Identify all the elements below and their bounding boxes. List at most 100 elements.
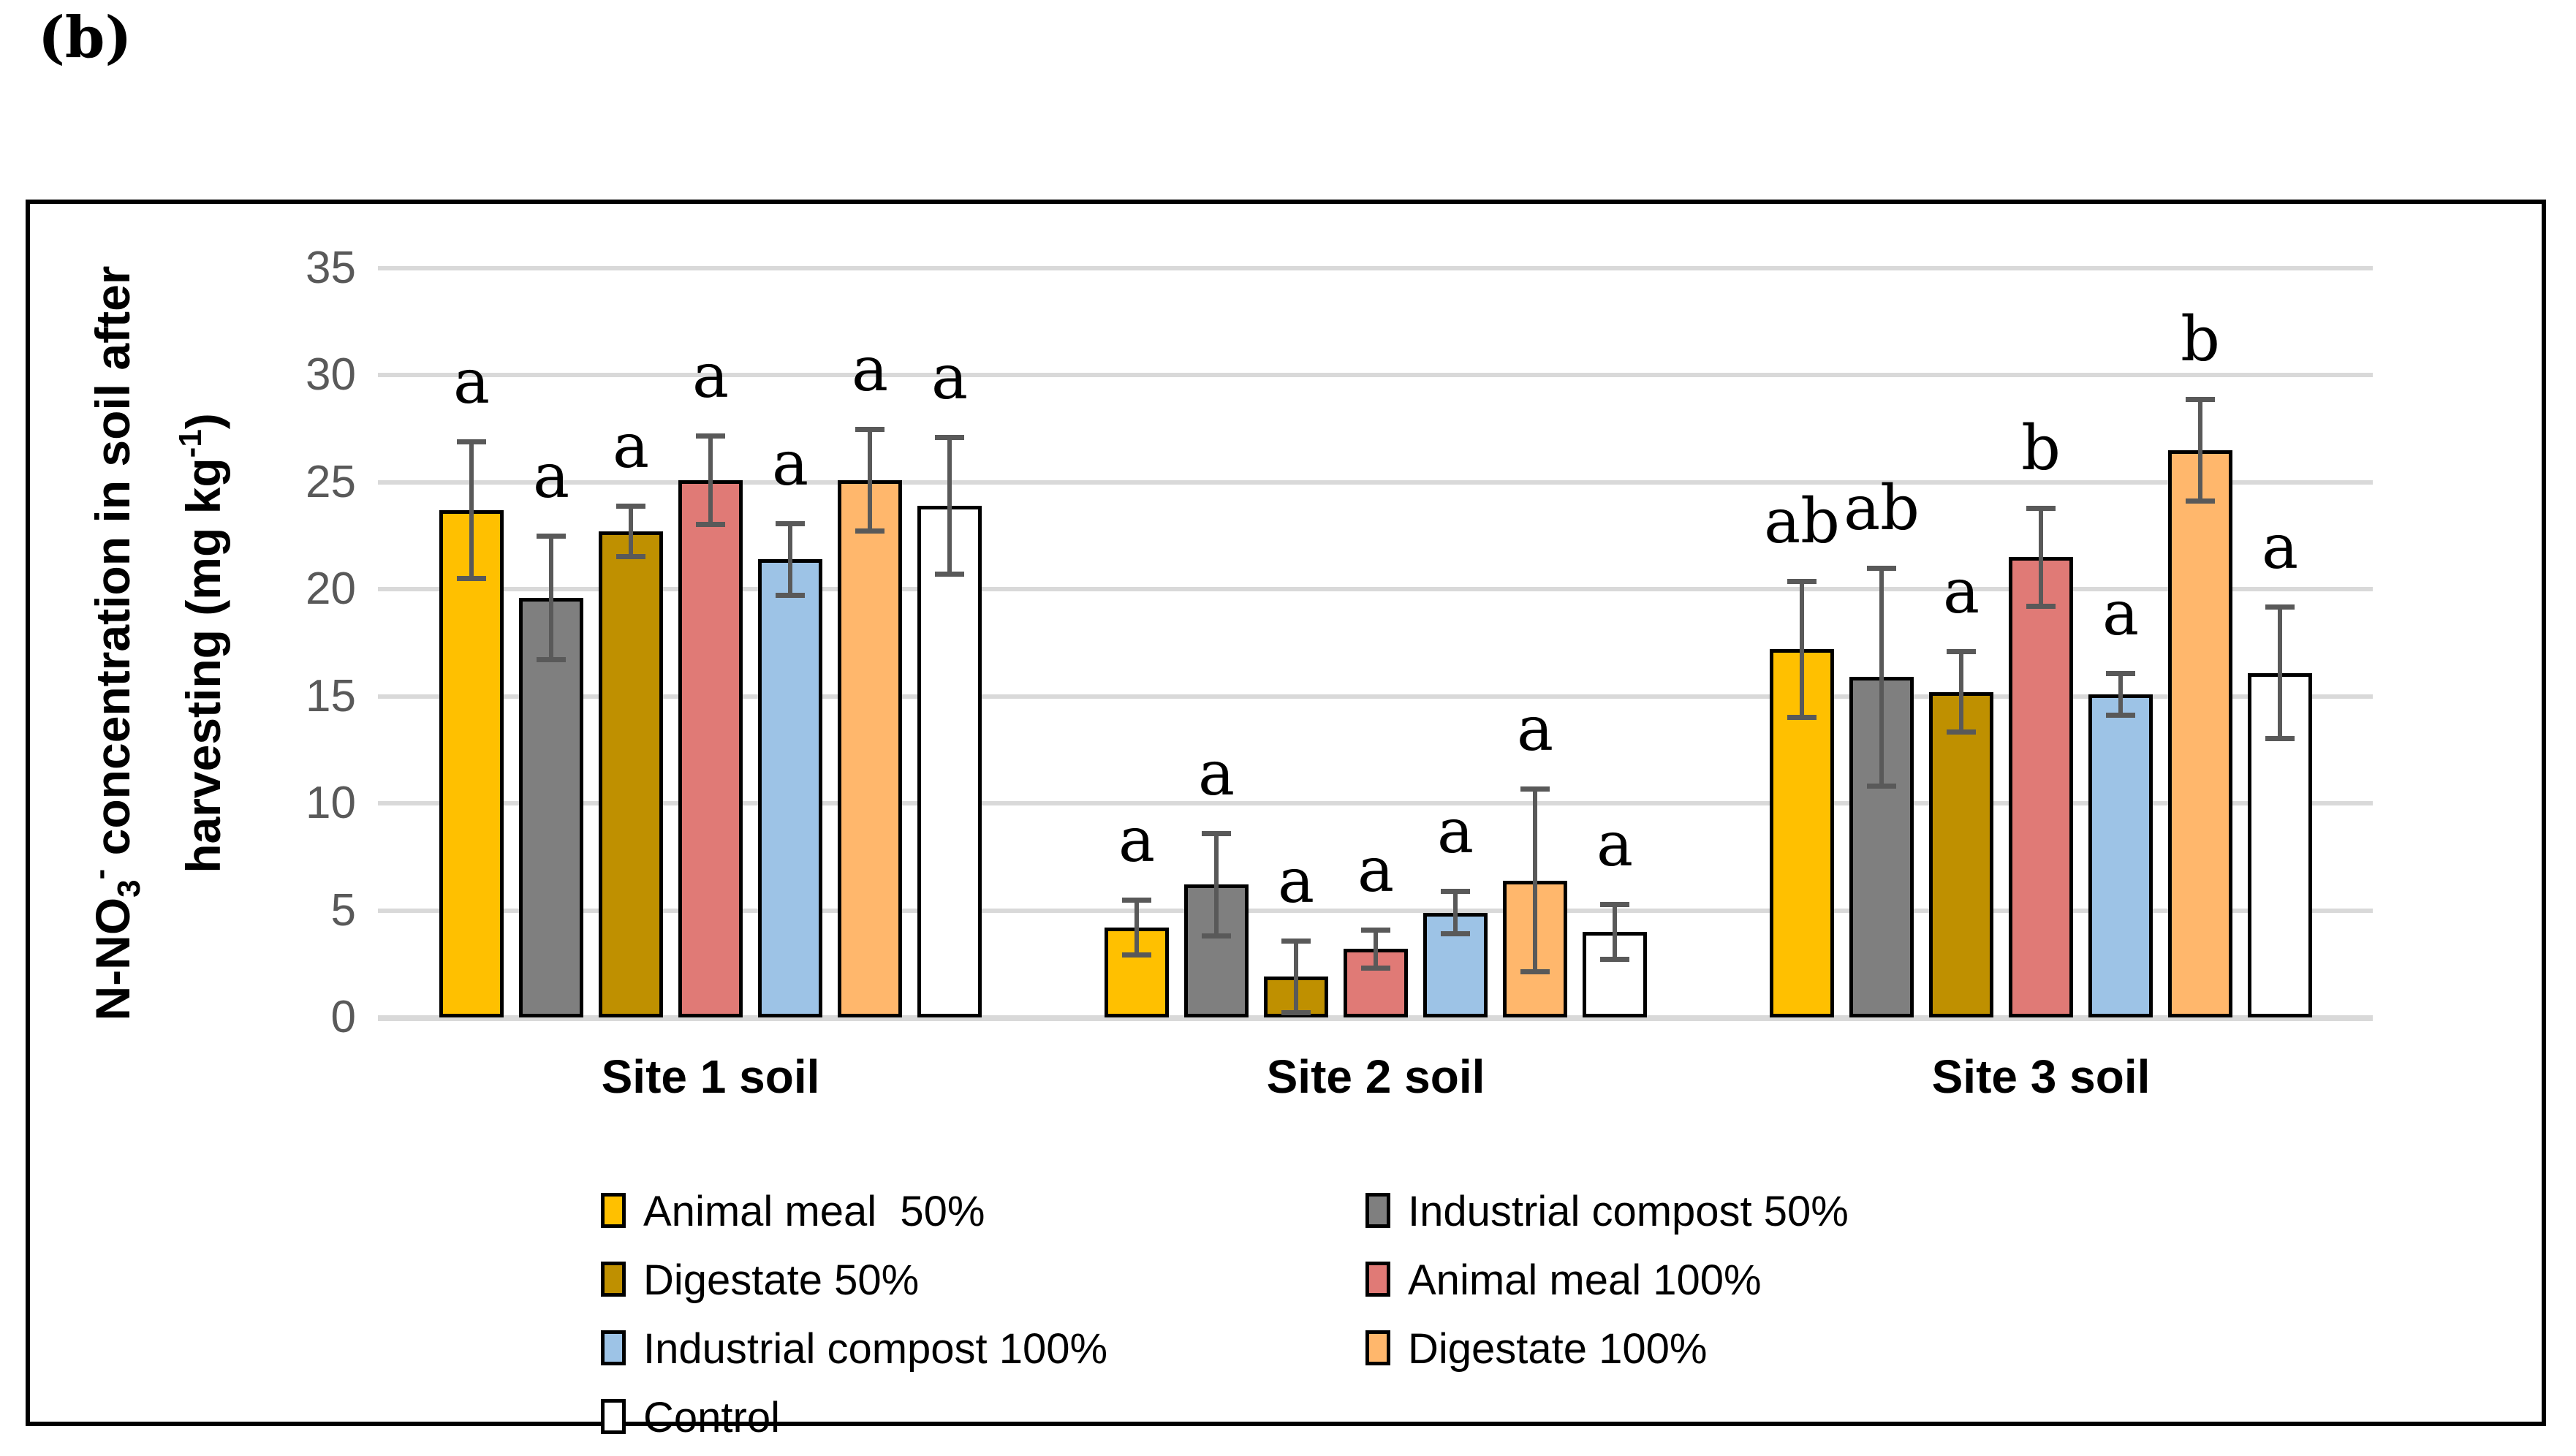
legend-label-digestate-50: Digestate 50%: [643, 1256, 920, 1304]
legend-item-digestate-100: Digestate 100%: [1365, 1327, 2096, 1371]
significance-letter-site1-digestate-50: a: [612, 410, 650, 482]
legend-swatch-industrial-compost-50: [1365, 1193, 1390, 1228]
error-cap-bottom: [1361, 965, 1390, 971]
error-cap-top: [2026, 506, 2056, 512]
bar-site3-digestate-100: [2168, 450, 2232, 1017]
legend-swatch-digestate-100: [1365, 1330, 1390, 1365]
chart-outer-border: N-NO3- concentration in soil after harve…: [26, 200, 2546, 1440]
error-bar-site3-digestate-50: [1959, 649, 1963, 735]
legend-label-animal-meal-100: Animal meal 100%: [1408, 1256, 1762, 1304]
x-axis-line: [378, 1015, 2373, 1021]
error-bar-site2-control: [1613, 901, 1617, 962]
significance-letter-site2-control: a: [1596, 808, 1634, 880]
error-bar-site2-digestate-50: [1294, 938, 1298, 1016]
legend-swatch-industrial-compost-100: [601, 1330, 626, 1365]
bar-site3-digestate-50: [1929, 691, 1993, 1017]
gridline-y10: [378, 801, 2373, 806]
error-bar-site3-digestate-100: [2198, 396, 2202, 504]
error-bar-site3-industrial-compost-100: [2118, 670, 2123, 718]
error-cap-bottom: [855, 528, 884, 534]
significance-letter-site2-animal-meal-100: a: [1357, 834, 1395, 906]
bar-site1-animal-meal-50: [439, 509, 504, 1017]
gridline-y5: [378, 908, 2373, 913]
legend-label-digestate-100: Digestate 100%: [1408, 1325, 1708, 1373]
significance-letter-site1-animal-meal-50: a: [452, 346, 490, 418]
significance-letter-site1-industrial-compost-50: a: [532, 440, 570, 512]
legend-swatch-animal-meal-50: [601, 1193, 626, 1228]
y-axis-title-line2: harvesting (mg kg-1): [173, 413, 230, 873]
error-cap-bottom: [696, 522, 725, 528]
y-tick-30: 30: [306, 349, 356, 401]
error-cap-top: [2265, 604, 2295, 610]
significance-letter-site2-digestate-50: a: [1277, 844, 1315, 917]
significance-letter-site3-control: a: [2261, 510, 2299, 583]
y-tick-20: 20: [306, 564, 356, 615]
error-cap-bottom: [776, 593, 805, 598]
gridline-y25: [378, 479, 2373, 485]
legend-label-industrial-compost-100: Industrial compost 100%: [643, 1325, 1108, 1373]
legend-label-industrial-compost-50: Industrial compost 50%: [1408, 1188, 1849, 1235]
error-cap-top: [1867, 566, 1896, 572]
error-cap-bottom: [1520, 969, 1550, 975]
significance-letter-site2-digestate-100: a: [1516, 692, 1554, 765]
error-bar-site2-digestate-100: [1533, 786, 1537, 975]
error-cap-bottom: [1122, 952, 1151, 958]
significance-letter-site3-animal-meal-50: ab: [1764, 485, 1840, 557]
error-bar-site2-industrial-compost-50: [1214, 831, 1219, 939]
significance-letter-site2-industrial-compost-50: a: [1197, 738, 1235, 810]
error-cap-top: [457, 439, 486, 445]
legend-item-digestate-50: Digestate 50%: [601, 1259, 1332, 1303]
error-cap-bottom: [1947, 729, 1976, 735]
error-bar-site1-animal-meal-100: [708, 433, 713, 528]
error-cap-top: [2186, 396, 2215, 402]
error-cap-bottom: [2026, 603, 2056, 609]
error-bar-site3-animal-meal-50: [1800, 578, 1804, 720]
legend-swatch-animal-meal-100: [1365, 1262, 1390, 1297]
error-cap-bottom: [1600, 956, 1629, 962]
error-cap-top: [1281, 938, 1311, 944]
error-bar-site2-animal-meal-100: [1374, 928, 1378, 971]
significance-letter-site1-control: a: [931, 341, 969, 414]
error-cap-top: [1361, 928, 1390, 933]
error-cap-top: [935, 435, 964, 441]
legend-swatch-digestate-50: [601, 1262, 626, 1297]
legend-swatch-control: [601, 1399, 626, 1434]
bar-site3-industrial-compost-100: [2088, 694, 2153, 1017]
error-cap-top: [1787, 578, 1817, 584]
error-bar-site1-animal-meal-50: [469, 439, 474, 581]
error-bar-site2-animal-meal-50: [1134, 898, 1139, 958]
x-category-label-site-2-soil: Site 2 soil: [1266, 1050, 1485, 1103]
error-bar-site2-industrial-compost-100: [1453, 889, 1458, 936]
error-bar-site1-digestate-100: [868, 426, 872, 534]
y-tick-25: 25: [306, 456, 356, 507]
x-category-label-site-3-soil: Site 3 soil: [1931, 1050, 2151, 1103]
y-tick-5: 5: [330, 884, 356, 936]
significance-letter-site3-industrial-compost-100: a: [2102, 577, 2140, 649]
error-cap-bottom: [537, 656, 566, 662]
y-tick-0: 0: [330, 992, 356, 1042]
legend-item-industrial-compost-100: Industrial compost 100%: [601, 1327, 1332, 1371]
gridline-y15: [378, 694, 2373, 699]
gridline-y20: [378, 587, 2373, 592]
error-bar-site1-industrial-compost-100: [788, 520, 792, 598]
bar-site1-digestate-100: [838, 479, 902, 1017]
y-tick-15: 15: [306, 670, 356, 721]
error-cap-bottom: [1202, 933, 1231, 939]
error-bar-site1-control: [947, 435, 952, 577]
y-axis-title-line1: N-NO3- concentration in soil after: [82, 265, 147, 1021]
error-bar-site3-animal-meal-100: [2039, 506, 2043, 609]
significance-letter-site1-digestate-100: a: [851, 333, 889, 405]
error-cap-top: [1600, 901, 1629, 907]
significance-letter-site3-industrial-compost-50: ab: [1844, 472, 1920, 545]
bar-site1-digestate-50: [599, 531, 663, 1017]
bar-site1-control: [917, 506, 982, 1017]
significance-letter-site1-animal-meal-100: a: [692, 339, 730, 412]
bar-site1-animal-meal-100: [678, 479, 743, 1017]
y-tick-35: 35: [306, 243, 356, 293]
significance-letter-site2-industrial-compost-100: a: [1436, 795, 1474, 868]
y-tick-10: 10: [306, 778, 356, 829]
y-axis-title: N-NO3- concentration in soil after harve…: [69, 168, 230, 1118]
error-cap-top: [855, 426, 884, 432]
legend-label-animal-meal-50: Animal meal 50%: [643, 1188, 985, 1235]
gridline-y30: [378, 373, 2373, 378]
